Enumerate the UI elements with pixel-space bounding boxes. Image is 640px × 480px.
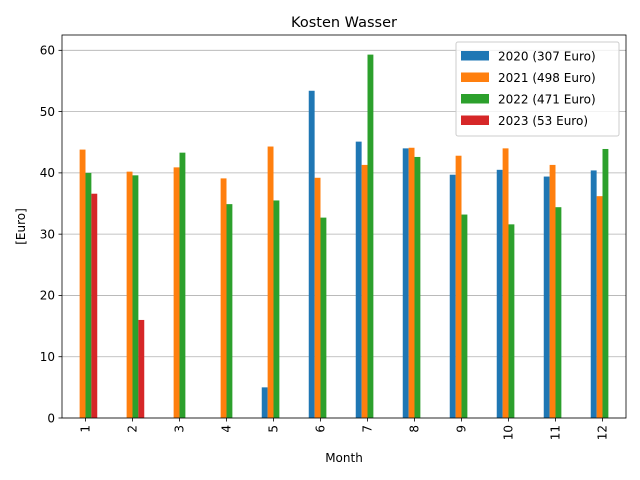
bar-series-0-month-9: [449, 174, 456, 418]
legend-label-0: 2020 (307 Euro): [498, 50, 596, 64]
x-tick-label-8: 8: [408, 425, 422, 433]
bar-series-1-month-8: [408, 147, 415, 419]
bar-series-0-month-6: [308, 90, 315, 418]
bar-series-1-month-12: [596, 196, 603, 418]
bar-series-0-month-10: [496, 169, 503, 418]
legend-swatch-2: [461, 94, 489, 104]
bar-series-1-month-6: [314, 177, 321, 418]
bar-series-1-month-9: [455, 155, 462, 418]
x-tick-label-4: 4: [220, 425, 234, 433]
bar-series-2-month-11: [555, 207, 562, 418]
bar-series-3-month-2: [138, 319, 145, 418]
x-axis-label: Month: [325, 451, 363, 465]
y-axis: 0 10 20 30 40 50 60: [40, 44, 62, 425]
y-tick-label-10: 10: [40, 350, 55, 364]
legend-label-1: 2021 (498 Euro): [498, 71, 596, 85]
bar-series-1-month-3: [173, 167, 180, 418]
bar-series-1-month-7: [361, 164, 368, 418]
bar-series-2-month-6: [320, 217, 327, 418]
bar-series-0-month-12: [590, 170, 597, 418]
bar-series-3-month-1: [91, 193, 98, 418]
x-axis: 1 2 3 4 5 6 7 8 9 10 11 12: [79, 418, 610, 440]
bar-series-2-month-7: [367, 54, 374, 419]
y-axis-label: [Euro]: [14, 208, 28, 245]
x-tick-label-1: 1: [79, 425, 93, 433]
bar-series-2-month-3: [179, 152, 186, 418]
y-tick-label-50: 50: [40, 105, 55, 119]
y-tick-label-0: 0: [47, 411, 55, 425]
bar-series-2-month-2: [132, 175, 139, 418]
bar-series-2-month-10: [508, 224, 515, 418]
bar-series-1-month-1: [79, 149, 86, 418]
bar-series-2-month-4: [226, 204, 233, 418]
x-tick-label-9: 9: [455, 425, 469, 433]
bar-series-1-month-4: [220, 178, 227, 418]
x-tick-label-12: 12: [596, 425, 610, 440]
legend-swatch-0: [461, 51, 489, 61]
legend-box: [455, 41, 620, 137]
y-tick-label-20: 20: [40, 289, 55, 303]
x-tick-label-11: 11: [549, 425, 563, 440]
y-tick-label-60: 60: [40, 44, 55, 58]
bar-series-0-month-8: [402, 148, 409, 419]
x-tick-label-3: 3: [173, 425, 187, 433]
bar-series-0-month-11: [543, 176, 550, 418]
bar-series-0-month-7: [355, 141, 362, 418]
legend-swatch-3: [461, 115, 489, 125]
bar-series-1-month-11: [549, 164, 556, 418]
bar-series-2-month-5: [273, 200, 280, 418]
y-tick-label-40: 40: [40, 166, 55, 180]
bar-series-2-month-1: [85, 172, 92, 418]
grid-lines: [62, 49, 626, 419]
bar-series-1-month-10: [502, 148, 509, 419]
chart-title: Kosten Wasser: [291, 15, 397, 31]
y-tick-label-30: 30: [40, 227, 55, 241]
bar-series-2-month-12: [602, 148, 609, 418]
bar-series-2-month-8: [414, 156, 421, 418]
bar-series-2-month-9: [461, 214, 468, 418]
x-tick-label-5: 5: [267, 425, 281, 433]
x-tick-label-7: 7: [361, 425, 375, 433]
x-tick-label-2: 2: [126, 425, 140, 433]
legend: 2020 (307 Euro) 2021 (498 Euro) 2022 (471 …: [455, 41, 620, 137]
bars: [79, 54, 609, 419]
legend-swatch-1: [461, 72, 489, 82]
x-tick-label-10: 10: [502, 425, 516, 440]
bar-series-0-month-5: [261, 387, 268, 418]
legend-label-3: 2023 (53 Euro): [498, 114, 588, 128]
bar-series-1-month-2: [126, 171, 133, 418]
plot-frame: [61, 34, 627, 419]
bar-series-1-month-5: [267, 146, 274, 418]
x-tick-label-6: 6: [314, 425, 328, 433]
legend-label-2: 2022 (471 Euro): [498, 93, 596, 107]
